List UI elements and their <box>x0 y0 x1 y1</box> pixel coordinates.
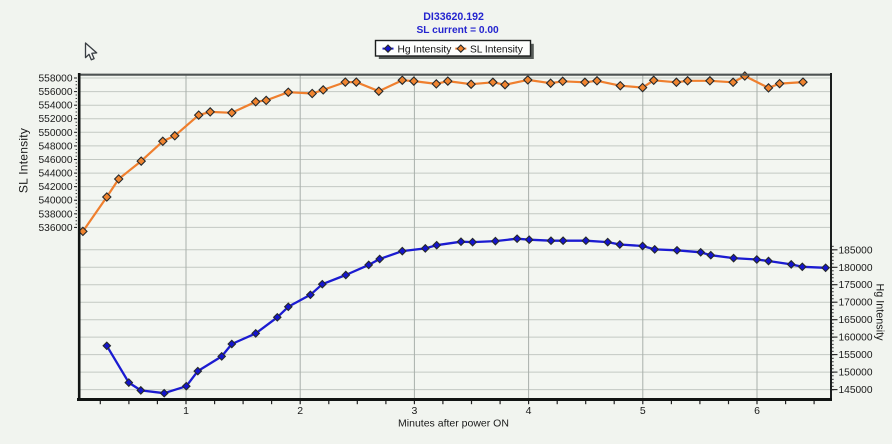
svg-text:552000: 552000 <box>39 114 73 125</box>
svg-text:SL Intensity: SL Intensity <box>470 45 524 56</box>
svg-text:160000: 160000 <box>839 333 873 344</box>
svg-text:1: 1 <box>183 405 189 417</box>
svg-text:180000: 180000 <box>839 263 873 274</box>
svg-text:155000: 155000 <box>839 350 873 361</box>
svg-text:SL current = 0.00: SL current = 0.00 <box>416 25 499 36</box>
svg-text:546000: 546000 <box>39 155 73 166</box>
svg-text:DI33620.192: DI33620.192 <box>423 11 484 23</box>
svg-text:6: 6 <box>754 405 760 417</box>
svg-text:3: 3 <box>411 405 417 417</box>
svg-text:536000: 536000 <box>39 223 73 234</box>
svg-text:540000: 540000 <box>39 196 73 207</box>
svg-text:5: 5 <box>640 405 646 417</box>
svg-text:544000: 544000 <box>39 169 73 180</box>
svg-text:558000: 558000 <box>39 74 73 85</box>
svg-text:550000: 550000 <box>39 128 73 139</box>
svg-text:548000: 548000 <box>39 141 73 152</box>
svg-text:542000: 542000 <box>39 182 73 193</box>
svg-text:175000: 175000 <box>839 280 873 291</box>
svg-text:2: 2 <box>297 405 303 417</box>
svg-text:556000: 556000 <box>39 87 73 98</box>
svg-text:Hg Intensity: Hg Intensity <box>874 283 886 341</box>
svg-text:Minutes after power ON: Minutes after power ON <box>398 418 509 430</box>
svg-text:SL Intensity: SL Intensity <box>17 128 31 193</box>
svg-text:554000: 554000 <box>39 101 73 112</box>
svg-text:150000: 150000 <box>839 368 873 379</box>
svg-text:538000: 538000 <box>39 209 73 220</box>
svg-text:165000: 165000 <box>839 315 873 326</box>
svg-text:185000: 185000 <box>839 245 873 256</box>
svg-text:170000: 170000 <box>839 298 873 309</box>
svg-text:145000: 145000 <box>839 385 873 396</box>
svg-text:4: 4 <box>526 405 532 417</box>
svg-text:Hg Intensity: Hg Intensity <box>398 45 453 56</box>
